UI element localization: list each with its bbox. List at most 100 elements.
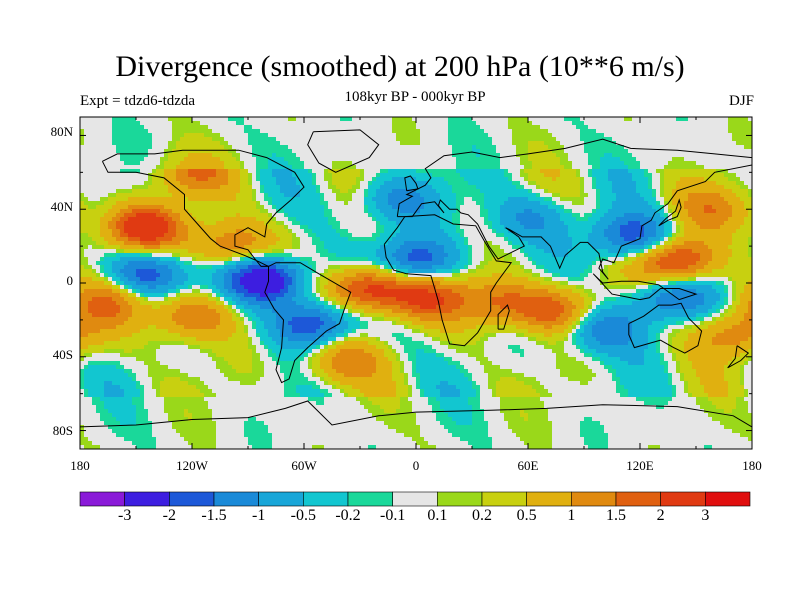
field-cell (368, 201, 373, 206)
field-cell (444, 141, 449, 146)
field-cell (232, 169, 237, 174)
field-cell (148, 189, 153, 194)
field-cell (668, 161, 673, 166)
field-cell (332, 229, 337, 234)
field-cell (348, 157, 353, 162)
field-cell (204, 189, 209, 194)
field-cell (664, 121, 669, 126)
field-cell (480, 125, 485, 130)
field-cell (372, 205, 377, 210)
field-cell (120, 157, 125, 162)
field-cell (416, 189, 421, 194)
field-cell (340, 141, 345, 146)
field-cell (424, 121, 429, 126)
field-cell (212, 121, 217, 126)
field-cell (376, 177, 381, 182)
field-cell (544, 185, 549, 190)
field-cell (676, 209, 681, 214)
field-cell (264, 213, 269, 218)
field-cell (552, 165, 557, 170)
field-cell (668, 209, 673, 214)
field-cell (376, 153, 381, 158)
field-cell (192, 125, 197, 130)
field-cell (416, 133, 421, 138)
field-cell (280, 169, 285, 174)
field-cell (596, 213, 601, 218)
field-cell (504, 157, 509, 162)
field-cell (124, 197, 129, 202)
field-cell (532, 169, 537, 174)
field-cell (212, 169, 217, 174)
field-cell (560, 181, 565, 186)
field-cell (664, 125, 669, 130)
field-cell (424, 169, 429, 174)
field-cell (692, 181, 697, 186)
field-cell (348, 217, 353, 222)
field-cell (368, 229, 373, 234)
field-cell (220, 185, 225, 190)
field-cell (192, 117, 197, 122)
field-cell (316, 125, 321, 130)
field-cell (436, 141, 441, 146)
field-cell (228, 217, 233, 222)
field-cell (128, 137, 133, 142)
field-cell (448, 117, 453, 122)
field-cell (152, 217, 157, 222)
field-cell (588, 185, 593, 190)
field-cell (232, 189, 237, 194)
field-cell (520, 177, 525, 182)
field-cell (596, 217, 601, 222)
field-cell (352, 201, 357, 206)
field-cell (544, 229, 549, 234)
field-cell (600, 169, 605, 174)
field-cell (456, 145, 461, 150)
field-cell (732, 221, 737, 226)
field-cell (632, 161, 637, 166)
field-cell (220, 201, 225, 206)
field-cell (332, 213, 337, 218)
field-cell (208, 173, 213, 178)
field-cell (528, 205, 533, 210)
field-cell (692, 137, 697, 142)
field-cell (136, 133, 141, 138)
field-cell (584, 225, 589, 230)
field-cell (108, 197, 113, 202)
field-cell (376, 169, 381, 174)
field-cell (200, 225, 205, 230)
field-cell (384, 193, 389, 198)
field-cell (652, 201, 657, 206)
field-cell (392, 137, 397, 142)
field-cell (212, 173, 217, 178)
field-cell (632, 177, 637, 182)
field-cell (128, 233, 133, 238)
field-cell (208, 149, 213, 154)
field-cell (440, 169, 445, 174)
field-cell (512, 157, 517, 162)
field-cell (524, 197, 529, 202)
field-cell (608, 209, 613, 214)
field-cell (280, 141, 285, 146)
field-cell (476, 145, 481, 150)
field-cell (304, 125, 309, 130)
field-cell (128, 189, 133, 194)
field-cell (712, 121, 717, 126)
field-cell (648, 189, 653, 194)
field-cell (256, 165, 261, 170)
field-cell (520, 217, 525, 222)
field-cell (148, 213, 153, 218)
field-cell (220, 229, 225, 234)
field-cell (660, 229, 665, 234)
field-cell (236, 133, 241, 138)
field-cell (424, 161, 429, 166)
field-cell (344, 197, 349, 202)
field-cell (660, 125, 665, 130)
field-cell (140, 213, 145, 218)
field-cell (708, 121, 713, 126)
field-cell (452, 213, 457, 218)
field-cell (476, 205, 481, 210)
field-cell (216, 225, 221, 230)
field-cell (620, 209, 625, 214)
field-cell (444, 221, 449, 226)
field-cell (520, 145, 525, 150)
field-cell (324, 205, 329, 210)
